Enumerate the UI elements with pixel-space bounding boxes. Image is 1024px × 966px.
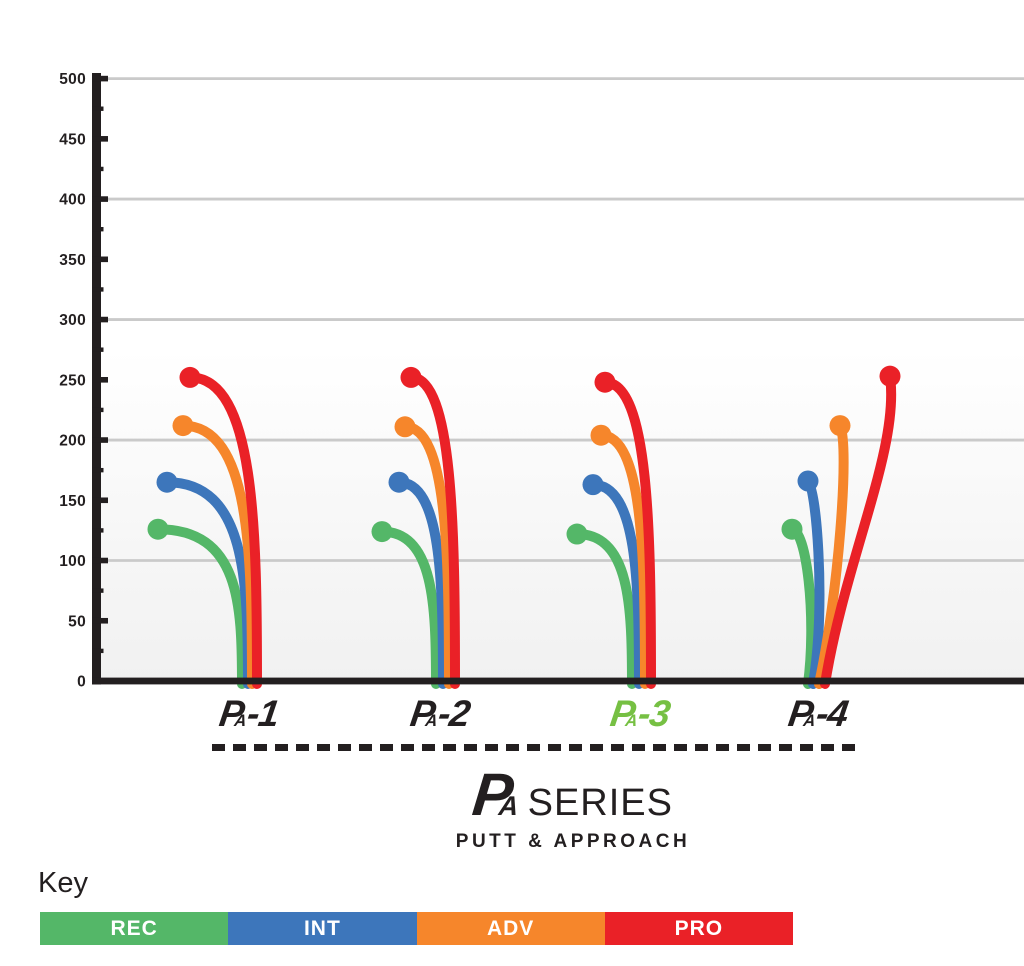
flight-end-dot-pa-4-pro — [879, 365, 901, 387]
key-bar: REC INT ADV PRO — [40, 912, 793, 945]
flight-path-pa-3-adv — [596, 430, 650, 689]
flight-end-dot-pa-4-rec — [781, 518, 803, 540]
flight-end-dot-pa-2-pro — [400, 366, 422, 388]
flight-path-pa-4-adv — [814, 420, 849, 689]
disc-label-pa-3: PA-3 — [608, 693, 673, 735]
disc-label-pa-4: PA-4 — [786, 693, 851, 735]
flight-path-pa-4-pro — [820, 371, 897, 689]
key-segment-label: ADV — [486, 916, 535, 940]
flight-end-dot-pa-1-int — [156, 471, 178, 493]
key-title: Key — [38, 867, 88, 899]
disc-number: -4 — [813, 693, 851, 734]
disc-number: -2 — [435, 693, 473, 734]
disc-number: -1 — [244, 693, 282, 734]
flight-path-pa-2-rec — [377, 526, 441, 689]
disc-label-pa-1: PA-1 — [217, 693, 282, 735]
flight-group-pa-2 — [371, 366, 460, 689]
key-segment-int: INT — [228, 912, 417, 945]
series-subtitle: PUTT & APPROACH — [455, 831, 691, 852]
y-tick-label: 0 — [77, 674, 86, 691]
flight-path-pa-2-int — [394, 477, 448, 689]
flight-group-pa-1 — [147, 366, 262, 689]
flight-path-pa-1-adv — [178, 420, 257, 689]
key-segment-adv: ADV — [416, 912, 605, 945]
y-tick-label: 50 — [68, 613, 86, 630]
pa-logo-icon: PA — [469, 761, 521, 828]
flight-group-pa-3 — [566, 371, 656, 689]
flight-path-pa-2-adv — [400, 421, 454, 689]
flight-end-dot-pa-1-rec — [147, 518, 169, 540]
flight-path-pa-2-pro — [406, 372, 460, 689]
y-tick-label: 450 — [59, 131, 86, 148]
key-segment-label: REC — [110, 916, 158, 940]
flight-chart: 0 50 100 150 200 250 300 350 400 450 500 — [59, 71, 1024, 691]
series-label: SERIES — [527, 782, 673, 824]
flight-end-dot-pa-3-rec — [566, 523, 588, 545]
flight-path-pa-1-rec — [153, 524, 247, 689]
flight-end-dot-pa-4-adv — [829, 415, 851, 437]
y-axis-labels: 0 50 100 150 200 250 300 350 400 450 500 — [59, 71, 86, 691]
flight-path-pa-3-pro — [600, 377, 656, 689]
x-axis — [92, 677, 1024, 685]
y-tick-label: 500 — [59, 71, 86, 88]
y-tick-label: 250 — [59, 372, 86, 389]
dotted-divider — [212, 744, 855, 751]
y-axis — [92, 73, 108, 685]
flight-group-pa-4 — [781, 365, 901, 689]
flight-end-dot-pa-3-pro — [594, 371, 616, 393]
key-segment-rec: REC — [40, 912, 229, 945]
y-tick-label: 300 — [59, 312, 86, 329]
key-segment-pro: PRO — [604, 912, 793, 945]
flight-end-dot-pa-2-int — [388, 471, 410, 493]
disc-label-pa-2: PA-2 — [408, 693, 473, 735]
flight-end-dot-pa-2-rec — [371, 521, 393, 543]
flight-path-pa-3-int — [588, 479, 644, 689]
flight-path-pa-3-rec — [572, 529, 637, 689]
disc-number: -3 — [635, 693, 673, 734]
y-tick-label: 350 — [59, 252, 86, 269]
key-segment-label: INT — [303, 916, 341, 940]
y-tick-label: 150 — [59, 493, 86, 510]
flight-end-dot-pa-1-pro — [179, 366, 201, 388]
flight-end-dot-pa-3-adv — [590, 424, 612, 446]
series-logo: PA SERIES — [469, 761, 673, 828]
flight-end-dot-pa-1-adv — [172, 415, 194, 437]
y-tick-label: 200 — [59, 433, 86, 450]
flight-end-dot-pa-4-int — [797, 470, 819, 492]
y-tick-label: 100 — [59, 553, 86, 570]
y-tick-label: 400 — [59, 192, 86, 209]
flight-path-pa-1-pro — [185, 372, 262, 689]
key-segment-label: PRO — [674, 916, 724, 940]
flight-end-dot-pa-3-int — [582, 474, 604, 496]
flight-end-dot-pa-2-adv — [394, 416, 416, 438]
